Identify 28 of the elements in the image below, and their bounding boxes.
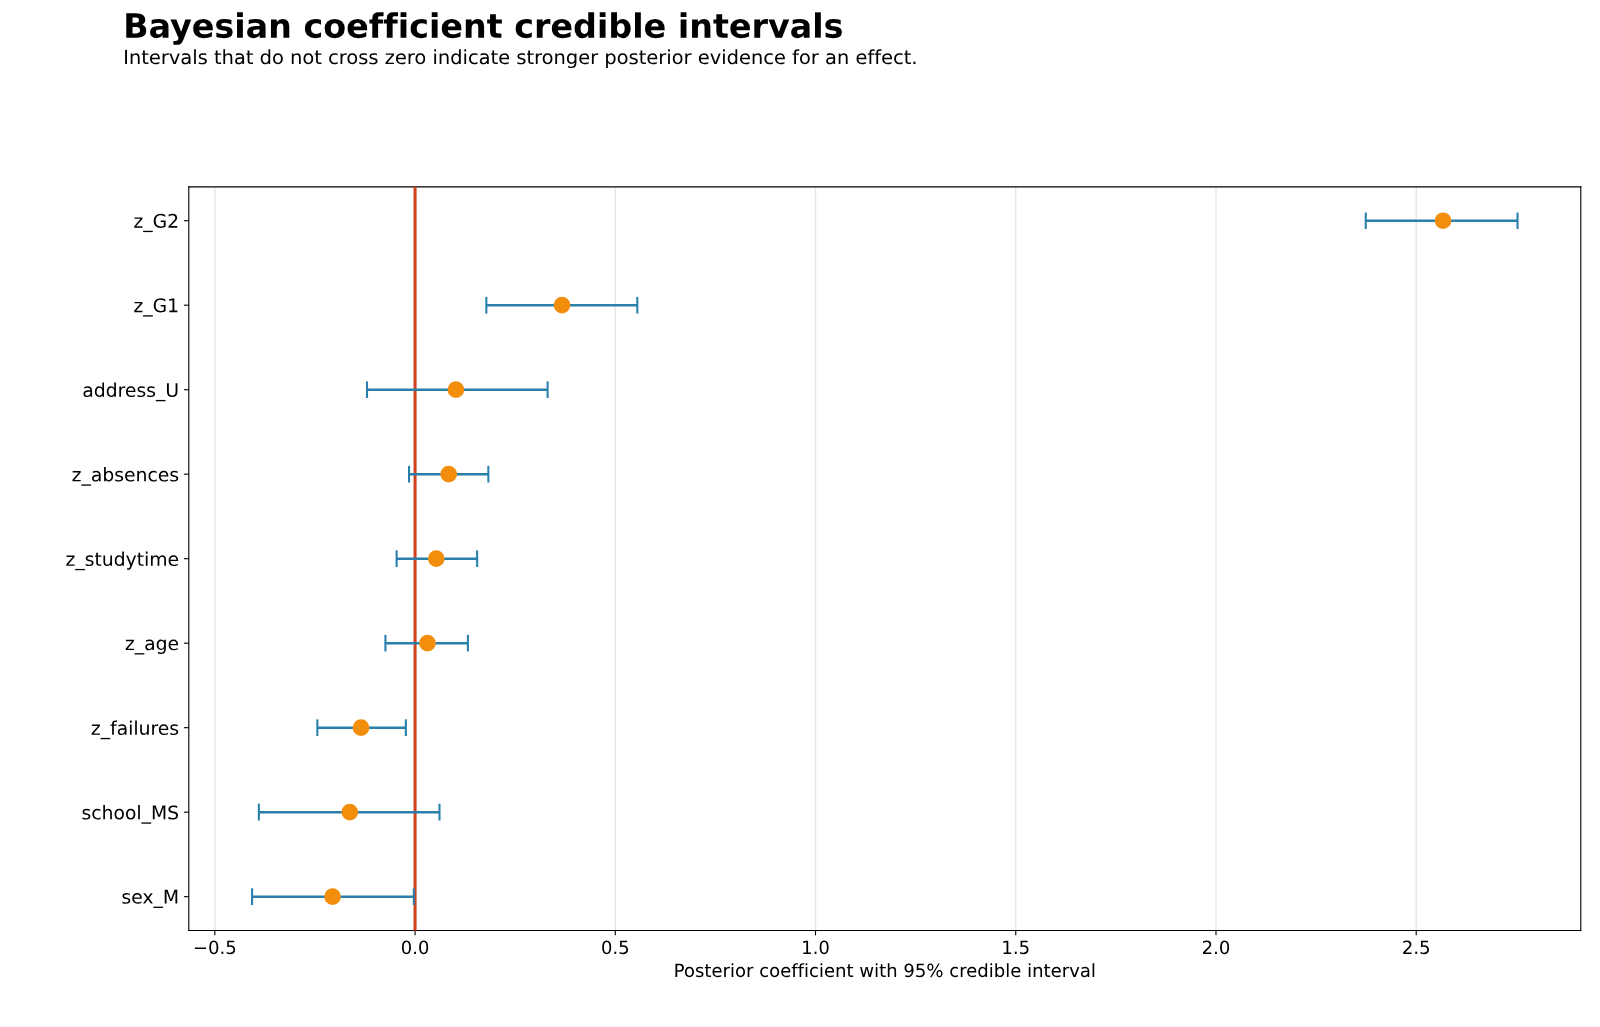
y-tick-label: z_G2 xyxy=(134,213,178,233)
point xyxy=(341,803,359,821)
x-tick-label: 1.0 xyxy=(803,940,829,955)
point xyxy=(324,888,341,905)
y-tick-label: z_G1 xyxy=(134,298,178,317)
point xyxy=(419,634,436,652)
y-tick-label: address_U xyxy=(83,382,178,402)
chart-title: Bayesian coefficient credible intervals xyxy=(126,12,842,45)
x-tick-label: 2.5 xyxy=(1403,940,1429,955)
y-tick-label: z_failures xyxy=(91,720,179,740)
point xyxy=(1434,212,1452,230)
x-tick-label: 1.5 xyxy=(1003,940,1029,955)
point xyxy=(553,296,571,314)
y-tick-label: z_absences xyxy=(72,467,179,486)
x-tick-label: 2.0 xyxy=(1202,940,1230,955)
y-tick-label: z_age xyxy=(125,639,179,655)
y-tick-label: school_MS xyxy=(82,805,179,824)
y-tick-label: sex_M xyxy=(122,889,178,908)
y-tick-label: z_studytime xyxy=(66,551,179,571)
point xyxy=(352,719,370,737)
x-tick-label: −0.5 xyxy=(194,940,236,955)
point xyxy=(447,381,465,399)
x-axis-title: Posterior coefficient with 95% credible interval xyxy=(675,963,1095,978)
x-tick-label: 0.0 xyxy=(401,940,429,955)
chart-subtitle: Intervals that do not cross zero indicate stronger posterior evidence for an effect. xyxy=(125,49,916,69)
point xyxy=(427,550,445,568)
point xyxy=(440,465,458,483)
x-tick-label: 0.5 xyxy=(602,940,629,955)
